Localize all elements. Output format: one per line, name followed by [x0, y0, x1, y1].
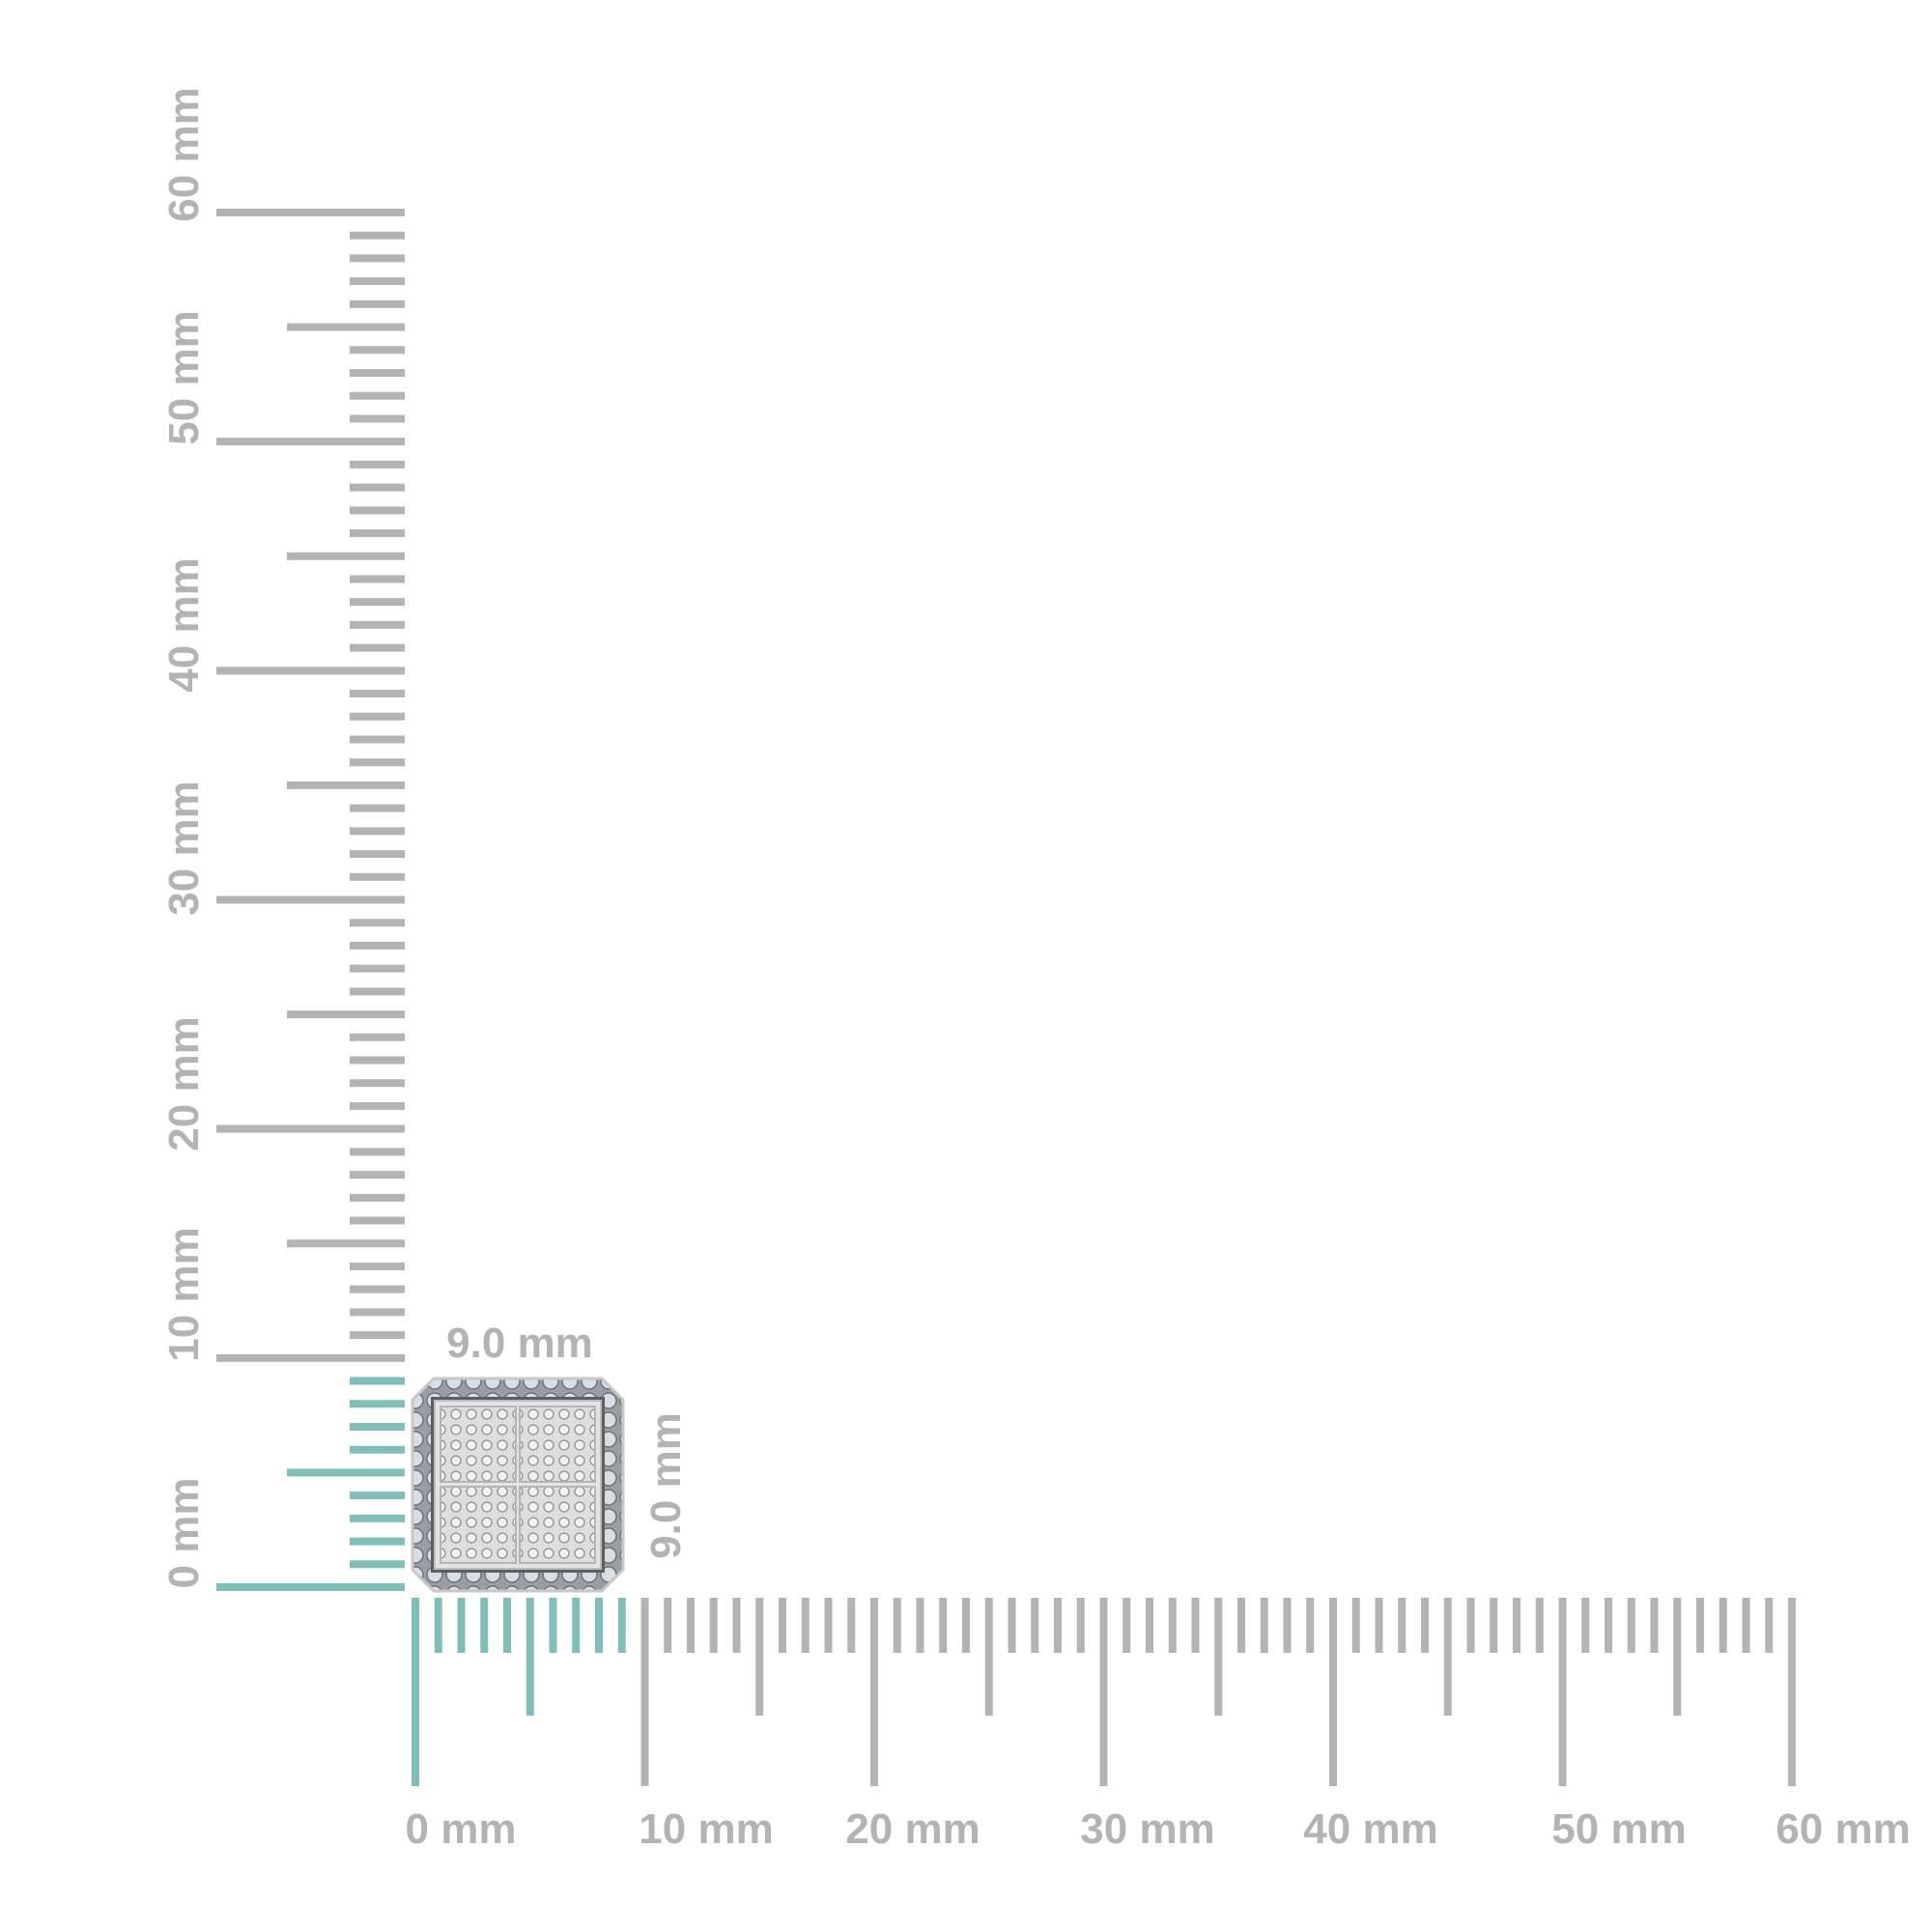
vertical-ruler-label: 10 mm — [160, 1227, 208, 1361]
pave-quadrant-top-right — [519, 1406, 596, 1483]
vertical-ruler-label: 0 mm — [160, 1478, 208, 1589]
earring-product-image — [411, 1377, 625, 1593]
horizontal-ruler-label: 10 mm — [639, 1805, 773, 1853]
horizontal-ruler-label: 0 mm — [406, 1805, 517, 1853]
product-height-label: 9.0 mm — [642, 1412, 690, 1559]
vertical-ruler — [216, 209, 405, 1591]
pave-quadrant-top-left — [440, 1406, 517, 1483]
horizontal-ruler-label: 60 mm — [1776, 1805, 1910, 1853]
vertical-ruler-label: 40 mm — [160, 557, 208, 692]
horizontal-ruler-label: 40 mm — [1303, 1805, 1437, 1853]
horizontal-ruler-label: 50 mm — [1551, 1805, 1686, 1853]
vertical-ruler-label: 20 mm — [160, 1016, 208, 1151]
pave-quadrant-bottom-left — [440, 1486, 517, 1564]
vertical-ruler-labels: 0 mm 10 mm 20 mm 30 mm 40 mm 50 mm 60 mm — [160, 87, 208, 1588]
product-width-label: 9.0 mm — [446, 1320, 593, 1367]
vertical-ruler-label: 30 mm — [160, 781, 208, 915]
horizontal-ruler-labels: 0 mm 10 mm 20 mm 30 mm 40 mm 50 mm 60 mm — [406, 1805, 1911, 1853]
vertical-ruler-label: 60 mm — [160, 87, 208, 221]
horizontal-ruler — [412, 1598, 1796, 1786]
pave-quadrant-bottom-right — [519, 1486, 596, 1564]
horizontal-ruler-label: 20 mm — [845, 1805, 980, 1853]
vertical-ruler-label: 50 mm — [160, 310, 208, 444]
horizontal-ruler-label: 30 mm — [1080, 1805, 1214, 1853]
